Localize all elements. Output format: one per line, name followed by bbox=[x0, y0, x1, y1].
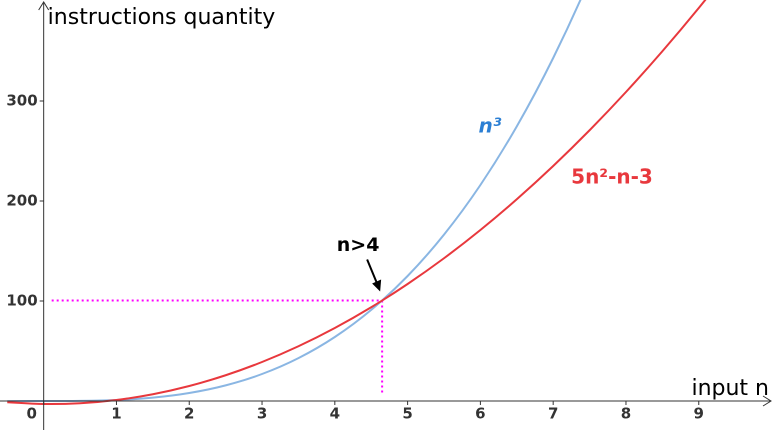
x-tick-label: 0 bbox=[26, 405, 36, 423]
x-tick-label: 1 bbox=[111, 405, 121, 423]
y-tick-label: 100 bbox=[6, 292, 37, 310]
y-axis-label: instructions quantity bbox=[48, 5, 276, 30]
curve bbox=[7, 0, 707, 406]
x-tick-label: 4 bbox=[330, 405, 340, 423]
x-tick-label: 2 bbox=[184, 405, 194, 423]
x-tick-label: 9 bbox=[694, 405, 704, 423]
x-tick-label: 3 bbox=[257, 405, 267, 423]
annotation-text: n>4 bbox=[337, 234, 380, 256]
x-tick-label: 7 bbox=[548, 405, 558, 423]
x-axis-label: input n bbox=[691, 376, 769, 401]
x-axis-arrow bbox=[762, 395, 772, 407]
annotation-arrowhead bbox=[372, 279, 382, 292]
x-tick-label: 6 bbox=[475, 405, 485, 423]
y-axis-arrow bbox=[38, 1, 50, 11]
y-tick-label: 200 bbox=[6, 192, 37, 210]
series-label: n³ bbox=[479, 114, 502, 138]
x-tick-label: 5 bbox=[402, 405, 412, 423]
x-tick-label: 8 bbox=[621, 405, 631, 423]
curve bbox=[7, 0, 582, 403]
series-label: 5n²-n-3 bbox=[571, 165, 653, 189]
y-tick-label: 300 bbox=[6, 92, 37, 110]
